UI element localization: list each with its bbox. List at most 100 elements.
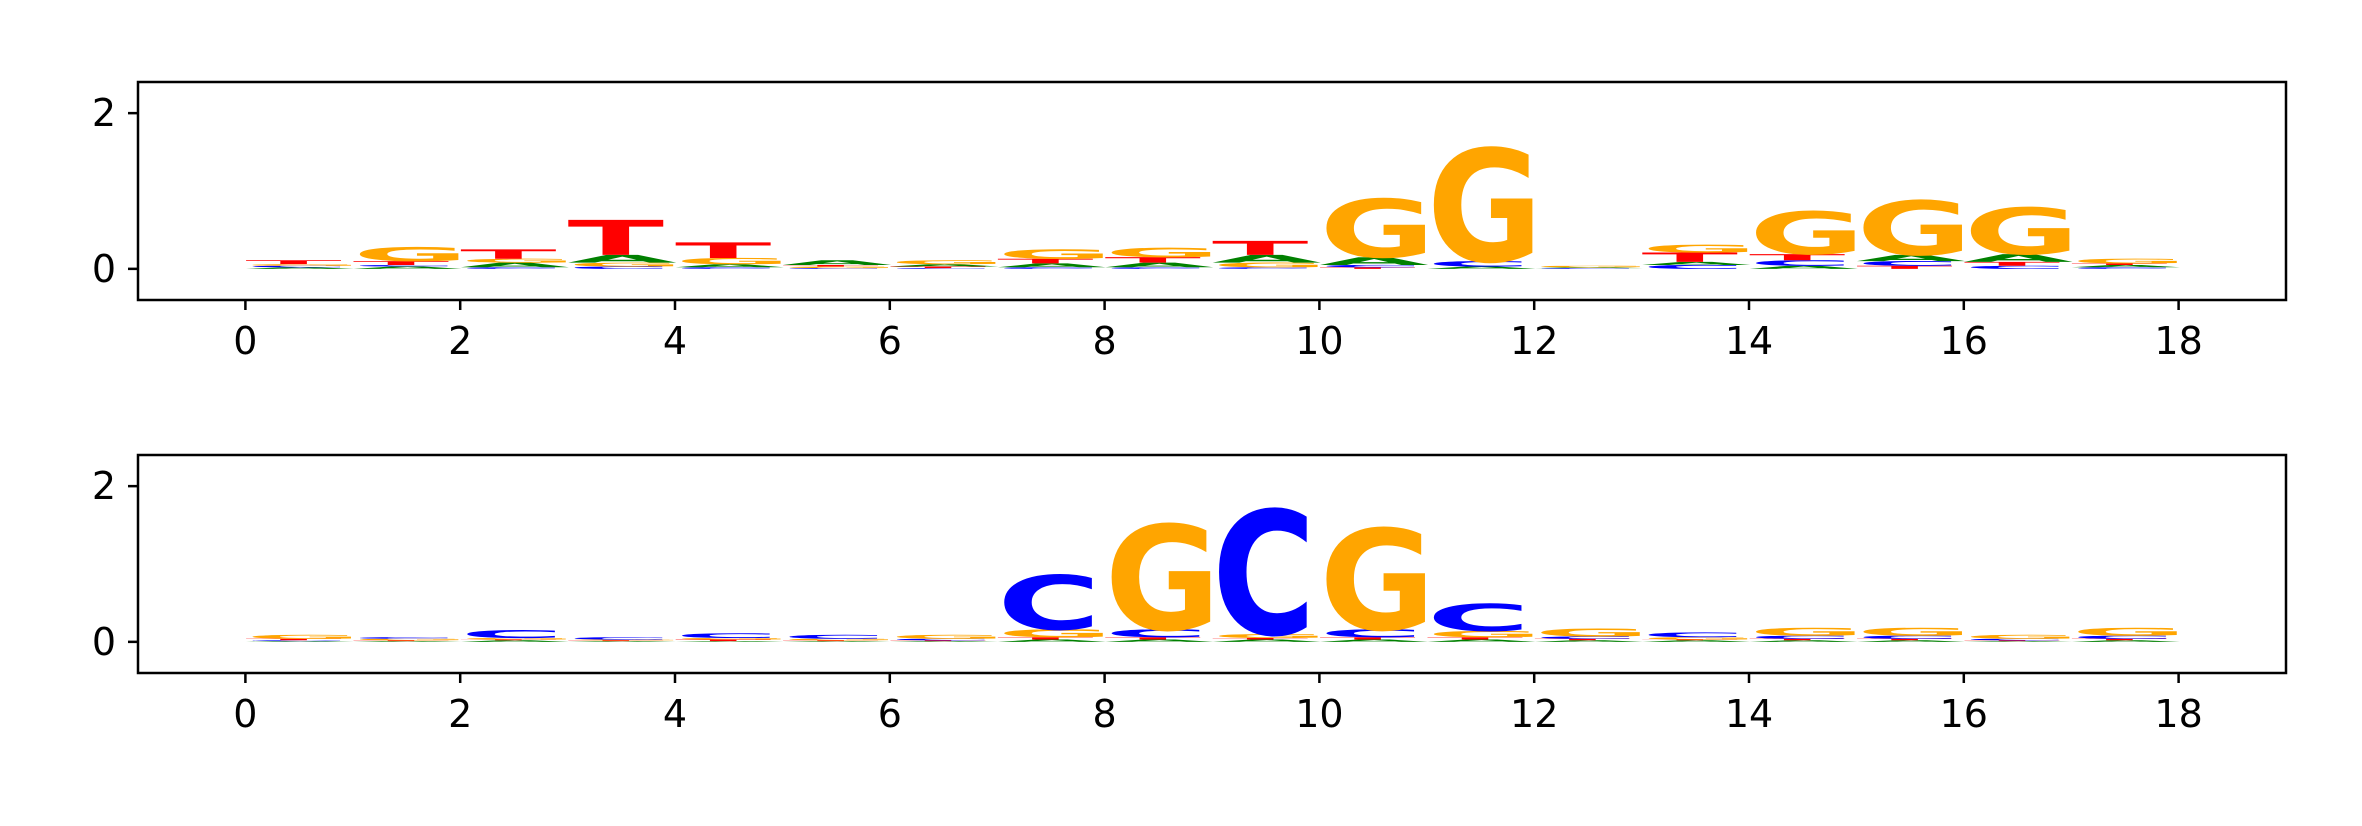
logo-letter-c-pos-1: C bbox=[353, 637, 457, 639]
logo-letter-c-pos-7: C bbox=[997, 267, 1101, 269]
x-tick-label: 0 bbox=[233, 692, 257, 736]
logo-letter-c-pos-16: C bbox=[1964, 265, 2068, 270]
logo-letter-a-pos-3: A bbox=[568, 253, 678, 265]
x-tick-label: 10 bbox=[1295, 319, 1343, 363]
logo-letter-g-pos-3: G bbox=[568, 262, 684, 268]
logo-letter-t-pos-15: T bbox=[1856, 638, 1952, 640]
logo-letter-t-pos-4: T bbox=[675, 238, 771, 263]
logo-letter-t-pos-7: T bbox=[997, 257, 1093, 264]
logo-letter-a-pos-17: A bbox=[2071, 264, 2180, 268]
logo-letter-c-pos-13: C bbox=[1642, 631, 1746, 638]
logo-letter-a-pos-6: A bbox=[890, 641, 999, 642]
x-tick-label: 4 bbox=[663, 319, 687, 363]
x-tick-label: 10 bbox=[1295, 692, 1343, 736]
logo-letter-c-pos-3: C bbox=[568, 637, 672, 641]
logo-letter-g-pos-10: G bbox=[1319, 502, 1435, 663]
logo-letter-a-pos-17: A bbox=[2071, 640, 2180, 642]
logo-letter-c-pos-11: C bbox=[1427, 260, 1531, 269]
logo-letter-a-pos-2: A bbox=[460, 640, 569, 642]
logo-letter-c-pos-12: C bbox=[1534, 268, 1638, 269]
logo-letter-g-pos-5: G bbox=[782, 638, 898, 640]
x-tick-label: 12 bbox=[1510, 319, 1558, 363]
logo-letter-t-pos-9: T bbox=[1212, 638, 1308, 640]
logo-letter-a-pos-0: A bbox=[245, 267, 354, 269]
logo-letter-t-pos-9: T bbox=[1212, 237, 1309, 259]
logo-letter-g-pos-0: G bbox=[245, 264, 361, 266]
logo-letter-g-pos-8: G bbox=[1105, 245, 1221, 260]
y-tick-label: 0 bbox=[92, 247, 116, 291]
logo-letter-a-pos-3: A bbox=[568, 641, 677, 642]
logo-letter-a-pos-9: A bbox=[1212, 639, 1321, 643]
logo-letter-t-pos-1: T bbox=[353, 640, 449, 641]
logo-letter-g-pos-14: G bbox=[1749, 626, 1865, 638]
y-tick-label: 0 bbox=[92, 620, 116, 664]
x-tick-label: 12 bbox=[1510, 692, 1558, 736]
logo-letter-g-pos-12: G bbox=[1534, 627, 1650, 639]
logo-letter-t-pos-4: T bbox=[675, 639, 771, 641]
logo-letter-c-pos-4: C bbox=[675, 632, 779, 639]
logo-letter-g-pos-12: G bbox=[1534, 265, 1650, 267]
y-tick-label: 2 bbox=[92, 464, 116, 508]
x-tick-label: 0 bbox=[233, 319, 257, 363]
logo-letter-t-pos-10: T bbox=[1319, 637, 1415, 641]
logo-letter-c-pos-13: C bbox=[1642, 264, 1746, 270]
logo-letter-t-pos-3: T bbox=[568, 210, 664, 266]
logo-letter-a-pos-4: A bbox=[675, 641, 784, 642]
logo-letter-c-pos-9: C bbox=[1212, 476, 1316, 674]
logo-letter-t-pos-17: T bbox=[2071, 638, 2167, 640]
logo-letter-c-pos-6: C bbox=[890, 638, 994, 640]
x-tick-label: 18 bbox=[2154, 319, 2202, 363]
logo-letter-t-pos-1: T bbox=[353, 260, 449, 266]
logo-letter-a-pos-15: A bbox=[1856, 253, 1965, 263]
logo-letter-a-pos-1: A bbox=[353, 266, 462, 270]
logo-letters: ACGTACTGCAGTCGATCAGTCGTACTAGCATGCATGCGAT… bbox=[245, 118, 2187, 298]
x-tick-label: 4 bbox=[663, 692, 687, 736]
logo-letter-t-pos-3: T bbox=[568, 640, 664, 641]
logo-letter-c-pos-9: C bbox=[1212, 267, 1316, 269]
axes-frame bbox=[136, 80, 2288, 302]
logo-letter-g-pos-6: G bbox=[890, 259, 1006, 265]
logo-letter-a-pos-5: A bbox=[782, 259, 891, 266]
logo-letter-a-pos-6: A bbox=[890, 264, 999, 268]
logo-letter-c-pos-17: C bbox=[2071, 267, 2175, 269]
logo-letter-t-pos-16: T bbox=[1964, 261, 2060, 267]
logo-letter-a-pos-10: A bbox=[1319, 255, 1429, 267]
logo-letter-a-pos-10: A bbox=[1319, 639, 1428, 643]
logo-letter-a-pos-2: A bbox=[460, 261, 569, 268]
logo-letter-a-pos-13: A bbox=[1642, 640, 1751, 642]
logo-letter-a-pos-16: A bbox=[1964, 641, 2073, 642]
axes-frame bbox=[136, 453, 2288, 675]
x-tick-label: 8 bbox=[1093, 692, 1117, 736]
logo-letter-g-pos-4: G bbox=[675, 638, 791, 640]
logo-letter-c-pos-8: C bbox=[1105, 267, 1209, 269]
logo-letter-g-pos-6: G bbox=[890, 634, 1006, 640]
logo-letter-t-pos-2: T bbox=[460, 639, 556, 640]
logo-letter-t-pos-5: T bbox=[782, 640, 878, 641]
logo-letter-c-pos-16: C bbox=[1964, 638, 2068, 640]
logo-letter-c-pos-2: C bbox=[460, 628, 564, 640]
logo-letter-g-pos-1: G bbox=[353, 638, 469, 640]
logo-letter-t-pos-6: T bbox=[890, 266, 986, 268]
logo-letter-c-pos-11: C bbox=[1427, 597, 1531, 640]
logo-letter-g-pos-10: G bbox=[1319, 183, 1435, 276]
logo-letter-a-pos-14: A bbox=[1749, 640, 1858, 642]
logo-letter-a-pos-8: A bbox=[1105, 261, 1214, 268]
logo-letter-g-pos-9: G bbox=[1212, 633, 1328, 639]
logo-letter-t-pos-5: T bbox=[782, 265, 878, 267]
logo-letter-a-pos-11: A bbox=[1427, 266, 1536, 270]
logo-letter-a-pos-14: A bbox=[1749, 265, 1858, 270]
y-tick-label: 2 bbox=[92, 91, 116, 135]
logo-letter-a-pos-11: A bbox=[1427, 639, 1536, 643]
logo-letter-a-pos-15: A bbox=[1856, 640, 1965, 642]
logo-letter-g-pos-3: G bbox=[568, 639, 684, 640]
logo-letter-t-pos-6: T bbox=[890, 640, 986, 641]
logo-letter-a-pos-7: A bbox=[997, 262, 1106, 268]
logo-letter-g-pos-7: G bbox=[997, 247, 1113, 262]
logo-letter-g-pos-15: G bbox=[1856, 626, 1972, 638]
logo-letter-g-pos-16: G bbox=[1964, 195, 2080, 270]
logo-letter-g-pos-17: G bbox=[2071, 257, 2187, 264]
logo-letter-a-pos-5: A bbox=[782, 641, 891, 642]
logo-letter-t-pos-7: T bbox=[997, 637, 1093, 641]
